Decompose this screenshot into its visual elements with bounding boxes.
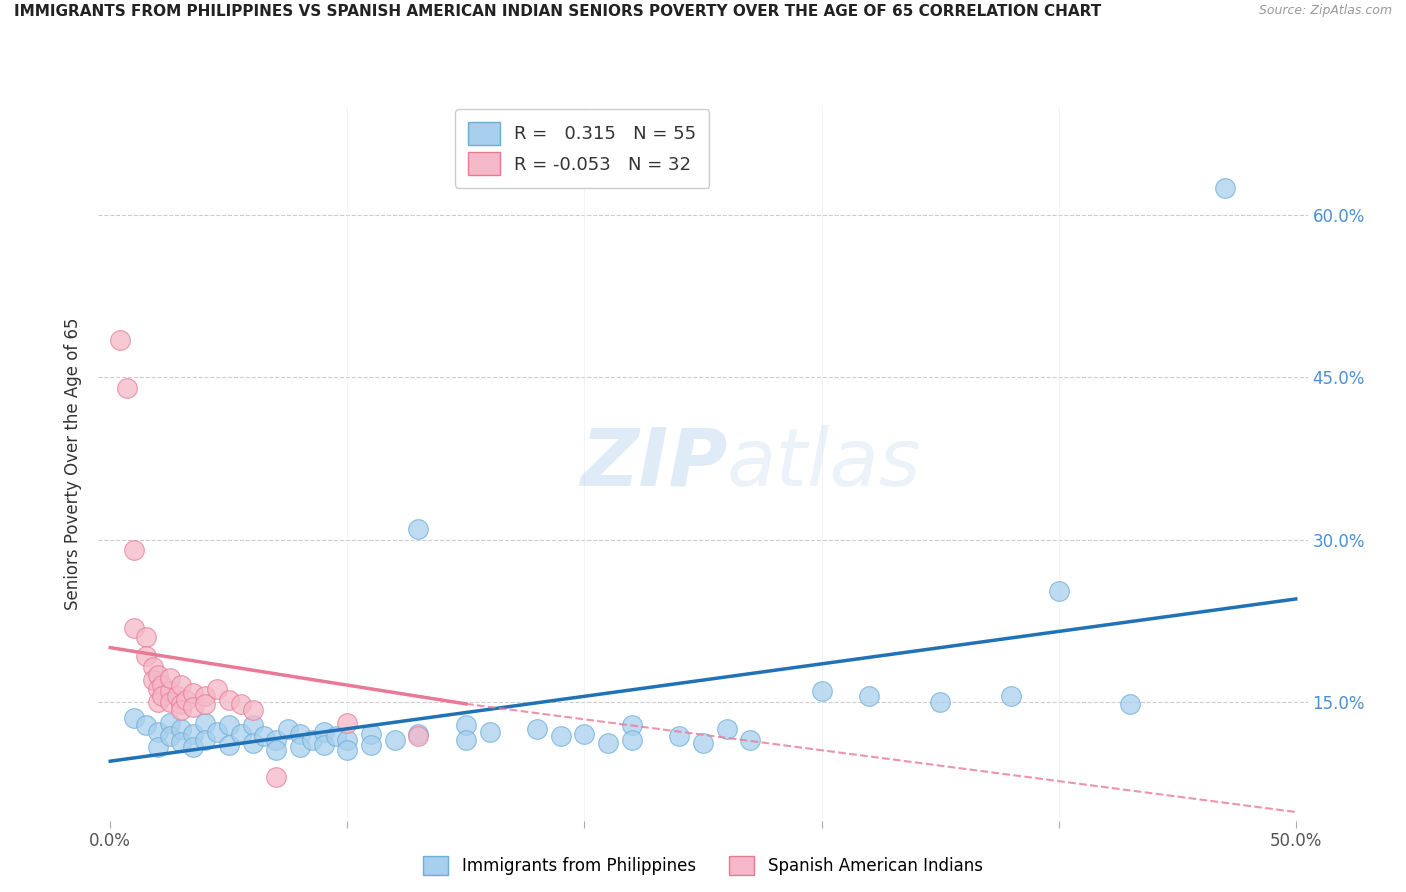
Point bbox=[288, 740, 311, 755]
Point bbox=[205, 681, 228, 696]
Point bbox=[146, 667, 169, 681]
Point bbox=[159, 671, 181, 685]
Point bbox=[360, 738, 382, 752]
Point bbox=[159, 684, 181, 698]
Point bbox=[740, 732, 762, 747]
Point bbox=[218, 718, 240, 732]
Point bbox=[454, 732, 477, 747]
Point bbox=[1000, 690, 1022, 704]
Point bbox=[170, 678, 193, 692]
Legend: R =   0.315   N = 55, R = -0.053   N = 32: R = 0.315 N = 55, R = -0.053 N = 32 bbox=[456, 109, 709, 188]
Point bbox=[242, 736, 264, 750]
Point bbox=[170, 735, 193, 749]
Point bbox=[122, 543, 145, 558]
Point bbox=[1119, 697, 1142, 711]
Point bbox=[218, 738, 240, 752]
Point bbox=[288, 727, 311, 741]
Point bbox=[277, 722, 299, 736]
Point bbox=[312, 738, 335, 752]
Point bbox=[142, 673, 165, 687]
Point bbox=[692, 736, 714, 750]
Point bbox=[716, 722, 738, 736]
Point bbox=[253, 729, 276, 743]
Point bbox=[135, 630, 157, 644]
Point bbox=[166, 690, 188, 704]
Point bbox=[408, 729, 430, 743]
Point bbox=[264, 743, 287, 757]
Point bbox=[454, 718, 477, 732]
Point bbox=[194, 732, 217, 747]
Point bbox=[108, 333, 131, 347]
Point bbox=[181, 740, 204, 755]
Point bbox=[360, 727, 382, 741]
Point bbox=[408, 522, 430, 536]
Point bbox=[312, 725, 335, 739]
Text: ZIP: ZIP bbox=[579, 425, 727, 503]
Point bbox=[122, 621, 145, 635]
Point bbox=[115, 381, 138, 395]
Point bbox=[336, 732, 359, 747]
Point bbox=[229, 697, 252, 711]
Point bbox=[620, 732, 643, 747]
Point bbox=[152, 690, 174, 704]
Point bbox=[146, 725, 169, 739]
Point bbox=[229, 727, 252, 741]
Point bbox=[152, 678, 174, 692]
Point bbox=[170, 703, 193, 717]
Point bbox=[122, 711, 145, 725]
Point bbox=[135, 718, 157, 732]
Point bbox=[242, 718, 264, 732]
Point bbox=[858, 690, 880, 704]
Point bbox=[170, 697, 193, 711]
Point bbox=[242, 703, 264, 717]
Point bbox=[181, 700, 204, 714]
Point bbox=[336, 743, 359, 757]
Point bbox=[1213, 181, 1236, 195]
Point bbox=[135, 649, 157, 664]
Point bbox=[218, 692, 240, 706]
Text: IMMIGRANTS FROM PHILIPPINES VS SPANISH AMERICAN INDIAN SENIORS POVERTY OVER THE : IMMIGRANTS FROM PHILIPPINES VS SPANISH A… bbox=[14, 4, 1101, 20]
Point bbox=[929, 695, 952, 709]
Point bbox=[159, 729, 181, 743]
Point bbox=[1047, 584, 1070, 599]
Point bbox=[264, 732, 287, 747]
Point bbox=[301, 732, 323, 747]
Point bbox=[146, 695, 169, 709]
Point bbox=[181, 727, 204, 741]
Point bbox=[526, 722, 548, 736]
Point bbox=[620, 718, 643, 732]
Point bbox=[146, 681, 169, 696]
Point bbox=[478, 725, 501, 739]
Y-axis label: Seniors Poverty Over the Age of 65: Seniors Poverty Over the Age of 65 bbox=[65, 318, 83, 610]
Point bbox=[146, 740, 169, 755]
Point bbox=[810, 684, 832, 698]
Point bbox=[574, 727, 596, 741]
Point bbox=[159, 716, 181, 731]
Point bbox=[325, 729, 347, 743]
Point bbox=[142, 660, 165, 674]
Point bbox=[194, 690, 217, 704]
Point bbox=[205, 725, 228, 739]
Point bbox=[194, 716, 217, 731]
Text: atlas: atlas bbox=[727, 425, 922, 503]
Point bbox=[159, 695, 181, 709]
Point bbox=[170, 722, 193, 736]
Legend: Immigrants from Philippines, Spanish American Indians: Immigrants from Philippines, Spanish Ame… bbox=[415, 847, 991, 884]
Point bbox=[181, 686, 204, 700]
Text: Source: ZipAtlas.com: Source: ZipAtlas.com bbox=[1258, 4, 1392, 18]
Point bbox=[336, 716, 359, 731]
Point bbox=[598, 736, 620, 750]
Point bbox=[384, 732, 406, 747]
Point bbox=[174, 692, 197, 706]
Point bbox=[550, 729, 572, 743]
Point bbox=[668, 729, 690, 743]
Point bbox=[194, 697, 217, 711]
Point bbox=[408, 727, 430, 741]
Point bbox=[264, 771, 287, 785]
